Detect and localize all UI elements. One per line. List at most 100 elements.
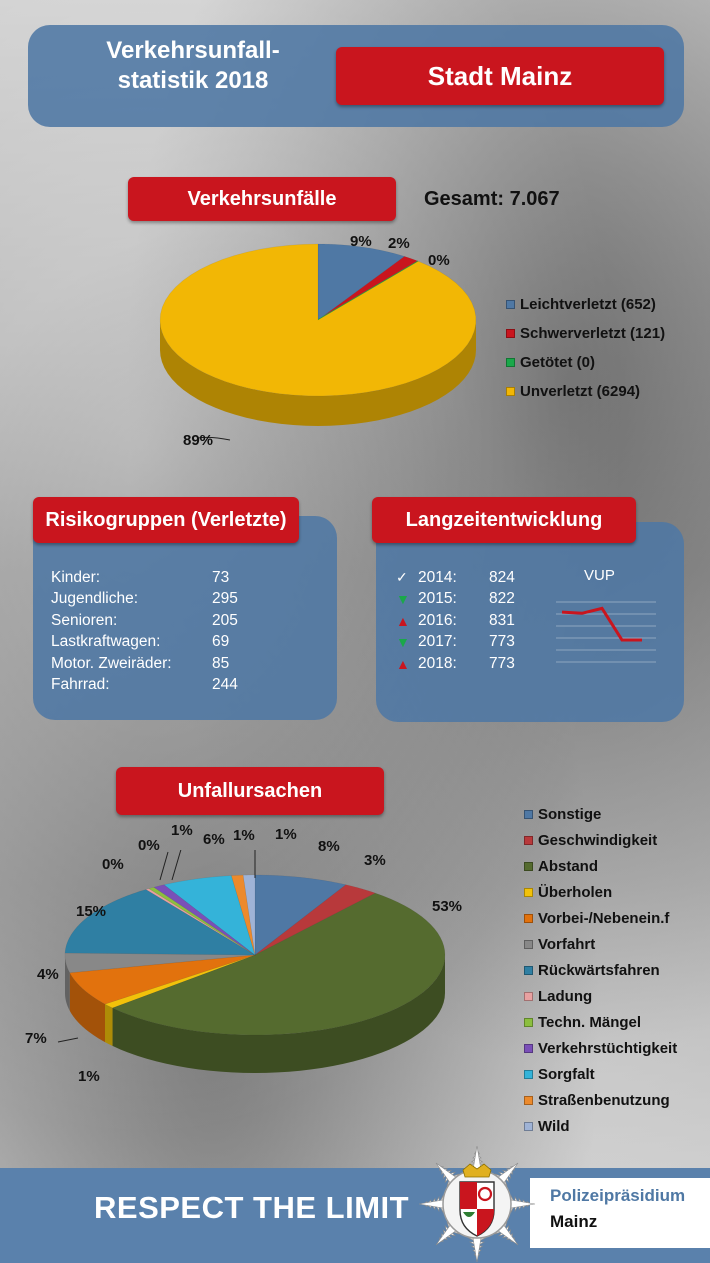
legend-swatch xyxy=(524,835,533,845)
pie1-leader-line xyxy=(197,436,231,441)
legend-label: Sorgfalt xyxy=(538,1065,595,1083)
pie-slice-cause-8 xyxy=(148,886,256,956)
longterm-panel xyxy=(376,522,684,722)
pie2-label-geschwindigkeit: 3% xyxy=(364,852,386,869)
risk-value: 244 xyxy=(212,676,238,694)
pie2-label-sonstige: 8% xyxy=(318,838,340,855)
risk-value: 73 xyxy=(212,568,230,586)
legend-swatch xyxy=(506,387,515,396)
legend-item: Getötet (0) xyxy=(506,348,665,377)
year-value: 831 xyxy=(489,611,515,629)
title-line-2: statistik 2018 xyxy=(117,67,269,94)
pie-side-cause-3 xyxy=(104,1004,113,1046)
table-row: ▼ 2017: 773 xyxy=(396,632,515,654)
pie-sides xyxy=(65,955,445,1073)
pie2-leader-techn xyxy=(171,850,182,881)
legend-swatch xyxy=(506,300,515,309)
legend-item: Techn. Mängel xyxy=(524,1009,677,1035)
accidents-pie-chart xyxy=(159,243,477,441)
legend-label: Überholen xyxy=(538,883,613,901)
legend-swatch xyxy=(506,329,515,338)
causes-tag: Unfallursachen xyxy=(116,767,384,815)
legend-swatch xyxy=(524,887,533,897)
legend-label: Abstand xyxy=(538,857,598,875)
legend-swatch xyxy=(506,358,515,367)
legend-item: Schwerverletzt (121) xyxy=(506,319,665,348)
accidents-tag: Verkehrsunfälle xyxy=(128,177,396,221)
risk-value: 205 xyxy=(212,611,238,629)
pie2-label-abstand: 53% xyxy=(432,898,463,915)
pie-slice-cause-1 xyxy=(254,884,377,956)
pie-slice-cause-10 xyxy=(163,875,256,956)
year-label: 2016: xyxy=(418,611,457,629)
table-row: Fahrrad: 244 xyxy=(51,675,238,697)
pie1-percent-unverletzt: 89% xyxy=(183,432,214,449)
pie-slice-accident-1 xyxy=(317,256,419,321)
table-row: ▼ 2015: 822 xyxy=(396,589,515,611)
pie2-label-techn: 0% xyxy=(138,837,160,854)
footer-slogan: RESPECT THE LIMIT xyxy=(94,1190,410,1225)
legend-item: Unverletzt (6294) xyxy=(506,377,665,406)
pie-slice-cause-2 xyxy=(111,892,446,1036)
legend-item: Überholen xyxy=(524,879,677,905)
legend-item: Geschwindigkeit xyxy=(524,827,677,853)
legend-label: Geschwindigkeit xyxy=(538,831,658,849)
legend-item: Rückwärtsfahren xyxy=(524,957,677,983)
year-label: 2018: xyxy=(418,654,457,672)
legend-label: Rückwärtsfahren xyxy=(538,961,660,979)
pie2-label-sorgfalt: 6% xyxy=(203,831,225,848)
legend-swatch xyxy=(524,1095,533,1105)
city-badge: Stadt Mainz xyxy=(336,47,664,105)
pie2-label-vorfahrt: 4% xyxy=(37,966,59,983)
pie2-leader-vorbei xyxy=(57,1037,79,1043)
legend-item: Wild xyxy=(524,1113,677,1139)
vup-series-line xyxy=(561,606,642,642)
police-card xyxy=(530,1178,710,1248)
pie-top xyxy=(159,243,477,397)
year-label: 2015: xyxy=(418,590,457,608)
triangle-up-icon: ▲ xyxy=(396,655,410,672)
year-value: 824 xyxy=(489,568,515,586)
legend-label: Leichtverletzt (652) xyxy=(520,296,656,313)
pie2-label-rueckwaerts: 15% xyxy=(76,903,107,920)
legend-item: Verkehrstüchtigkeit xyxy=(524,1035,677,1061)
legend-label: Verkehrstüchtigkeit xyxy=(538,1039,678,1057)
pie1-percent-leicht: 9% xyxy=(350,233,372,250)
check-icon: ✓ xyxy=(396,569,408,586)
page-title: Verkehrsunfall- statistik 2018 xyxy=(58,36,328,96)
legend-label: Vorfahrt xyxy=(538,935,596,953)
table-row: ▲ 2016: 831 xyxy=(396,610,515,632)
risk-panel xyxy=(33,516,337,720)
legend-swatch xyxy=(524,939,533,949)
legend-item: Vorfahrt xyxy=(524,931,677,957)
legend-label: Techn. Mängel xyxy=(538,1013,642,1031)
risk-value: 295 xyxy=(212,590,238,608)
year-label: 2017: xyxy=(418,633,457,651)
pie1-percent-schwer: 2% xyxy=(388,235,410,252)
legend-swatch xyxy=(524,809,533,819)
longterm-tag: Langzeitentwicklung xyxy=(372,497,636,543)
legend-swatch xyxy=(524,1121,533,1131)
legend-label: Unverletzt (6294) xyxy=(520,383,641,400)
legend-item: Sorgfalt xyxy=(524,1061,677,1087)
risk-label: Senioren: xyxy=(51,611,118,629)
risk-label: Motor. Zweiräder: xyxy=(51,654,172,672)
risk-label: Lastkraftwagen: xyxy=(51,633,161,651)
causes-pie-chart xyxy=(57,850,446,1073)
vup-chart-title: VUP xyxy=(584,567,615,584)
legend-item: Straßenbenutzung xyxy=(524,1087,677,1113)
risk-value: 69 xyxy=(212,633,230,651)
pie-side-cause-5 xyxy=(65,955,70,1011)
pie-slice-cause-3 xyxy=(104,954,256,1009)
longterm-table: ✓ 2014: 824 ▼ 2015: 822 ▲ 2016: 831 ▼ 2017: 773 ▲ 201… xyxy=(396,567,515,675)
pie1-percent-getoetet: 0% xyxy=(428,252,450,269)
pie-sides xyxy=(160,320,476,426)
year-label: 2014: xyxy=(418,568,457,586)
pie-slice-cause-11 xyxy=(230,874,256,956)
legend-swatch xyxy=(524,1017,533,1027)
legend-label: Sonstige xyxy=(538,805,602,823)
risk-table: Kinder: 73 Jugendliche: 295 Senioren: 205 Last… xyxy=(51,567,238,696)
org-line-2: Mainz xyxy=(550,1212,598,1231)
table-row: Senioren: 205 xyxy=(51,610,238,632)
legend-item: Leichtverletzt (652) xyxy=(506,290,665,319)
